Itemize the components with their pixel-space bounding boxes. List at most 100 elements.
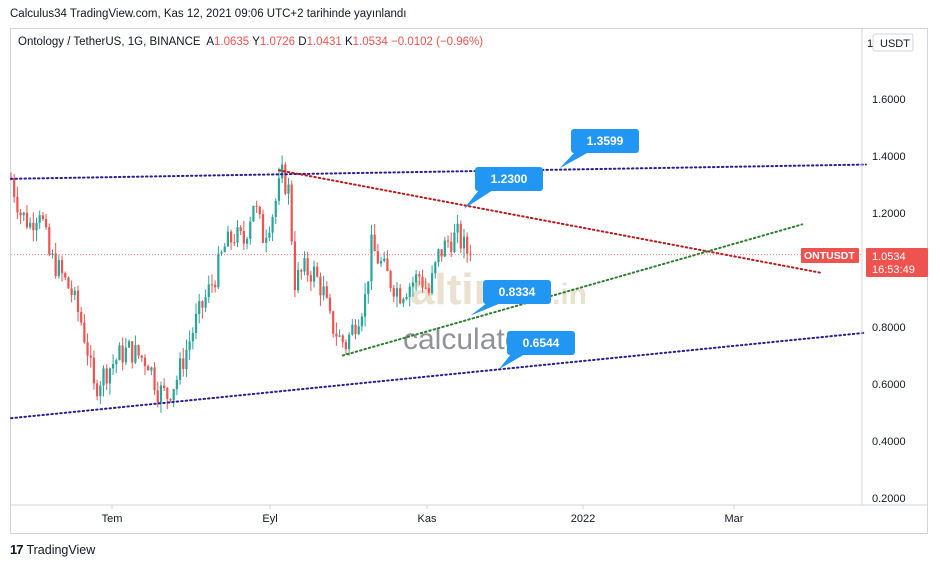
candle-body [363, 294, 367, 317]
candle-body [150, 367, 153, 371]
candle-body [54, 253, 57, 277]
candle-body [316, 266, 319, 277]
currency-box[interactable] [872, 33, 914, 52]
candle-body [89, 355, 92, 358]
candle-body [210, 284, 214, 286]
candle-body [137, 345, 140, 356]
callout-price: 1.2300 [491, 172, 528, 186]
y-tick-label: 0.2000 [872, 493, 906, 505]
candle-body [300, 270, 303, 272]
publisher-line: Calculus34 TradingView.com, Kas 12, 2021… [10, 8, 407, 20]
symbol-legend: Ontology / TetherUS, 1G, BINANCE A1.0635… [18, 36, 483, 48]
candle-body [188, 341, 191, 350]
candle-body [459, 223, 462, 249]
callout-pointer [559, 152, 589, 169]
candle-body [70, 288, 73, 296]
candle-body [108, 368, 111, 384]
callout-box[interactable] [475, 167, 543, 191]
callout-pointer [499, 354, 525, 370]
currency-label: USDT [880, 38, 910, 50]
candle-body [306, 258, 309, 276]
candle-body [268, 232, 271, 238]
candle-body [147, 366, 150, 371]
y-tick-label: 0.6000 [872, 379, 906, 391]
candle-body [194, 313, 198, 333]
callout-box[interactable] [571, 129, 639, 153]
callout-price: 1.3599 [587, 134, 624, 148]
legend-low-value: 1.0431 [306, 36, 342, 48]
candle-body [236, 227, 239, 243]
candle-body [319, 276, 322, 296]
trendlines-layer [10, 163, 867, 420]
candle-body [367, 281, 370, 295]
candle-body [175, 379, 178, 390]
candle-body [402, 299, 405, 304]
candle-body [434, 262, 437, 274]
candle-body [99, 385, 102, 397]
legend-high-value: 1.0726 [259, 36, 296, 48]
time-axis[interactable]: Tem Eyl Kas 2022 Mar [10, 504, 928, 525]
x-tick-label: Mar [725, 513, 744, 525]
candle-body [392, 287, 395, 297]
axis-tick-top: 1 [867, 38, 873, 50]
candle-body [271, 216, 274, 233]
candle-body [29, 222, 32, 228]
candle-body [332, 311, 335, 334]
trendline-rising[interactable] [341, 223, 804, 357]
candle-body [73, 290, 76, 296]
candle-body [255, 205, 258, 207]
candle-body [16, 196, 19, 213]
candle-body [86, 342, 89, 356]
candle-body [322, 286, 325, 296]
candle-body [261, 214, 265, 243]
callout-box[interactable] [507, 331, 575, 355]
candle-body [185, 349, 188, 370]
candle-body [32, 222, 35, 231]
candle-body [226, 231, 230, 247]
callouts-layer: 1.3599 1.2300 0.8334 0.6544 [463, 129, 639, 370]
footer: 17 TradingView [10, 542, 95, 557]
candle-body [399, 288, 402, 304]
price-axis[interactable]: USDT 1 1.6000 1.4000 1.2000 0.8000 0.6000 0.4… [861, 28, 914, 505]
legend-symbol[interactable]: Ontology / TetherUS, 1G, BINANCE [18, 36, 201, 48]
candle-body [121, 345, 124, 363]
callout-box[interactable] [483, 280, 551, 304]
candle-body [373, 234, 376, 252]
trendline-descending[interactable] [277, 169, 823, 274]
candle-body [287, 184, 290, 194]
candle-body [443, 240, 446, 257]
candle-body [344, 342, 348, 350]
candle-body [293, 241, 297, 291]
candle-body [166, 387, 169, 400]
trendline-upper[interactable] [10, 163, 867, 180]
candle-body [252, 205, 255, 222]
candle-body [124, 347, 127, 363]
candle-body [469, 253, 472, 255]
candle-body [466, 236, 469, 254]
candle-body [131, 341, 134, 363]
trendline-lower[interactable] [10, 331, 867, 420]
candle-body [312, 266, 316, 282]
candle-body [453, 232, 456, 252]
candle-body [405, 297, 408, 300]
candle-body [83, 322, 86, 343]
candle-body [44, 219, 48, 228]
legend-open-value: 1.0635 [214, 36, 250, 48]
candle-body [96, 383, 99, 397]
candle-body [360, 316, 363, 327]
candle-body [335, 333, 338, 337]
candle-body [191, 332, 194, 342]
candle-body [424, 287, 427, 289]
candle-body [223, 246, 226, 253]
candle-body [60, 260, 64, 274]
candle-body [118, 345, 121, 361]
candle-body [178, 358, 182, 380]
candle-body [38, 215, 41, 223]
chart-frame[interactable] [10, 28, 928, 534]
candle-body [64, 273, 67, 278]
candle-body [348, 334, 351, 350]
candle-body [204, 297, 207, 308]
candle-body [249, 221, 252, 239]
candle-body [25, 212, 29, 228]
